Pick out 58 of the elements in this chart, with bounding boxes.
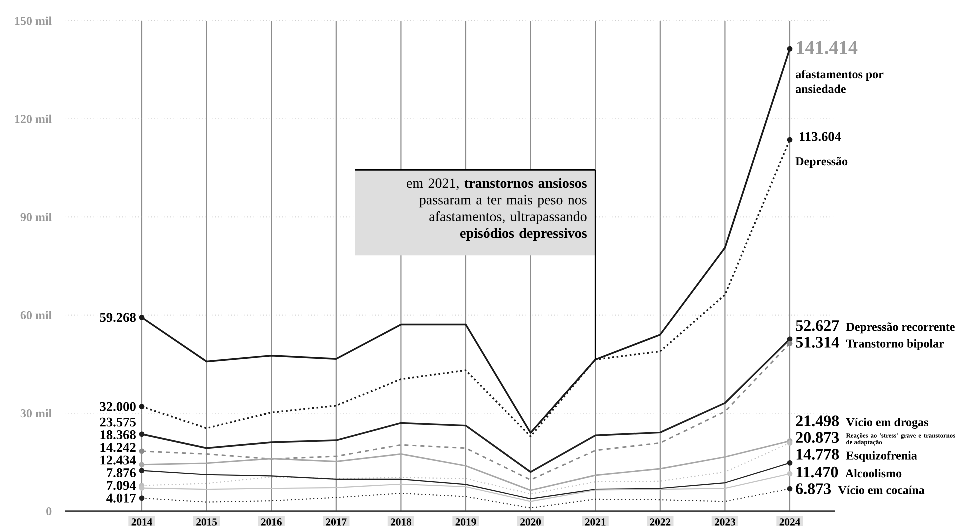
text: Transtorno bipolar (846, 339, 944, 350)
point (787, 486, 793, 492)
text: Esquizofrenia (846, 451, 918, 462)
x-tick-label: 2022 (650, 518, 671, 526)
data-label: 7.876 (107, 468, 136, 478)
data-label: 18.368 (100, 430, 136, 440)
data-label: 6.873 (796, 484, 832, 494)
text: Vício em cocaína (838, 486, 925, 494)
y-tick-label: 150 mil (15, 16, 52, 26)
data-label: 7.094 (107, 481, 136, 490)
data-label: 21.498 (796, 416, 840, 427)
x-tick-label: 2016 (261, 518, 282, 526)
data-label: 141.414 (797, 41, 858, 54)
text: Alcoolismo (846, 469, 902, 478)
y-tick-label: 30 mil (20, 409, 52, 418)
data-label: 14.242 (100, 443, 136, 452)
data-label: 59.268 (100, 313, 136, 322)
y-tick-label: 90 mil (20, 212, 52, 222)
text: Vício em drogas (846, 418, 928, 429)
x-tick-label: 2021 (585, 518, 606, 526)
data-label: 11.470 (796, 466, 838, 478)
data-label: 12.434 (100, 456, 136, 465)
x-tick-label: 2019 (456, 518, 476, 526)
x-tick-label: 2020 (520, 518, 542, 526)
point (139, 315, 145, 320)
point (139, 462, 145, 468)
x-tick-label: 2014 (132, 518, 152, 526)
point (787, 471, 793, 477)
point (139, 404, 145, 410)
point (139, 468, 145, 474)
data-label: 113.604 (800, 132, 842, 142)
point (139, 496, 145, 502)
point (139, 432, 145, 438)
data-label: 32.000 (100, 402, 136, 412)
point (787, 137, 793, 143)
data-label: 4.017 (106, 494, 136, 503)
data-label: 52.627 (796, 320, 840, 332)
series-label: Depressão (796, 157, 848, 168)
x-tick-label: 2015 (196, 518, 218, 526)
series-label: afastamentos por ansiedade (796, 70, 884, 94)
text: Depressão recorrente (846, 322, 955, 334)
annotation: em 2021, transtornos ansiosos passaram a ter mais peso nos afastamentos, ultrapassando episódios depressivos (407, 178, 588, 241)
data-label: 23.575 (100, 418, 136, 427)
y-tick-label: 120 mil (15, 114, 52, 124)
point (139, 486, 145, 491)
point (787, 460, 793, 466)
data-label: 20.873 (796, 432, 840, 444)
y-tick-label: 0 (46, 507, 52, 516)
x-tick-label: 2018 (390, 518, 412, 526)
x-tick-label: 2024 (780, 518, 800, 526)
point (787, 46, 793, 52)
data-label: 14.778 (796, 449, 840, 460)
x-tick-label: 2023 (714, 518, 736, 526)
x-tick-label: 2017 (326, 518, 347, 526)
point (139, 448, 145, 454)
data-label: 51.314 (796, 337, 840, 348)
y-tick-label: 60 mil (20, 311, 52, 320)
point (787, 341, 793, 346)
